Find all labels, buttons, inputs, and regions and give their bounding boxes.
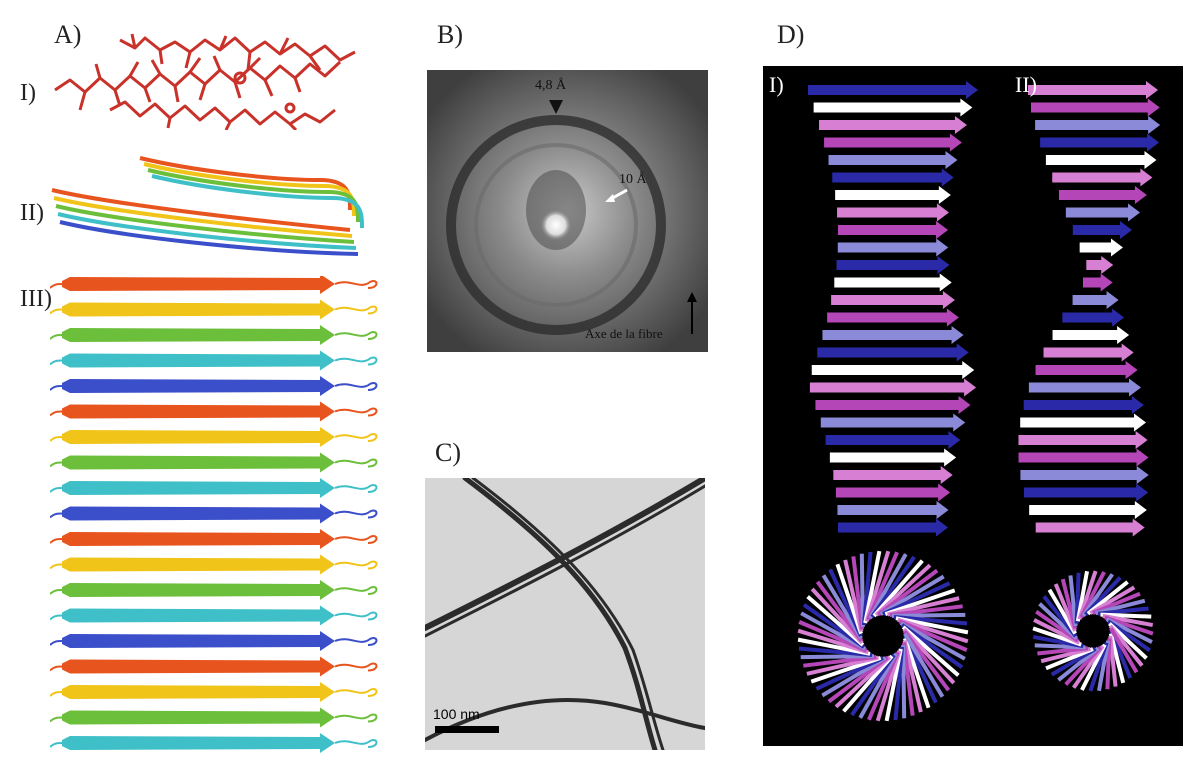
helix-i-end-view <box>797 550 969 722</box>
helix-i-strand <box>834 273 952 292</box>
helix-ii-strand <box>1058 186 1147 204</box>
diffraction-pattern <box>427 70 708 352</box>
helix-ii-strand <box>1031 98 1160 117</box>
helix-ii-strand <box>1052 326 1130 344</box>
beta-strand <box>50 682 378 702</box>
helix-i-strand <box>833 466 953 484</box>
beta-strand <box>50 733 378 753</box>
helix-i-strand <box>835 483 951 502</box>
helix-i-strand <box>836 256 950 274</box>
helix-i-strand <box>817 343 969 362</box>
helix-ii-strand <box>1079 238 1123 257</box>
helix-ii-strand <box>1018 431 1148 449</box>
helix-i-strand <box>837 238 949 257</box>
sub-ii-label: II) <box>1015 72 1037 97</box>
helix-i-strand <box>837 501 949 519</box>
fibril-micrograph <box>425 478 705 750</box>
beta-strand <box>50 656 378 677</box>
panel-d-helical-models: I) II) <box>763 66 1183 746</box>
helix-ii-strand <box>1028 81 1158 99</box>
helix-i-strand <box>813 98 973 117</box>
beta-strand <box>50 376 378 396</box>
beta-strand <box>50 529 378 549</box>
helix-ii-strand <box>1043 343 1134 362</box>
helix-ii-strand <box>1023 483 1149 502</box>
fiber-axis-label: Axe de la fibre <box>585 326 663 341</box>
helix-ii-strand <box>1040 133 1160 152</box>
panel-c-label: C) <box>435 438 461 467</box>
row-iii-label: III) <box>20 286 52 312</box>
helix-i-strand <box>835 186 951 204</box>
helix-ii-strand <box>1018 448 1149 467</box>
helix-ii-strand <box>1072 221 1132 239</box>
helix-ii-strand <box>1029 501 1147 519</box>
helix-ii-strand <box>1086 256 1114 274</box>
helix-i-strand <box>809 378 977 397</box>
helix-i-strand <box>819 116 967 134</box>
spacing-10-label: 10 Å <box>619 172 647 187</box>
beta-strand <box>50 276 378 294</box>
helix-ii-strand <box>1020 413 1147 432</box>
helix-i-strand <box>820 413 966 432</box>
beta-strand <box>50 478 378 498</box>
helix-ii-strand <box>1020 466 1149 484</box>
helix-i-strand <box>825 431 961 449</box>
helix-ii-strand <box>1035 361 1138 379</box>
helix-i-strand <box>811 361 975 379</box>
beta-strand <box>50 299 378 320</box>
helix-i-strand <box>829 448 957 467</box>
helix-ii-strand <box>1065 203 1141 222</box>
row-ii-label: II) <box>20 200 44 226</box>
peptide-stick-model <box>54 33 356 130</box>
helix-i-strand <box>827 308 959 327</box>
helix-i-strand <box>815 396 971 414</box>
beta-strand <box>50 503 378 524</box>
helix-i-strand <box>837 221 949 239</box>
helix-i-strand <box>828 151 958 169</box>
beta-strand <box>50 631 378 651</box>
arrowhead-marker <box>549 100 563 114</box>
scale-bar-label: 100 nm <box>433 706 480 722</box>
beta-strand <box>50 325 378 345</box>
helix-ii-strand <box>1035 116 1161 134</box>
helix-i-strand <box>808 81 978 99</box>
panel-c-micrograph: 100 nm <box>425 478 705 750</box>
helix-i-strand <box>838 518 948 537</box>
row-i-label: I) <box>20 80 36 106</box>
helix-i-strand <box>832 168 954 187</box>
helix-ii-strand <box>1072 291 1119 309</box>
panel-d-label: D) <box>777 20 805 49</box>
helix-ii-end-view <box>1032 570 1154 692</box>
helical-ribbons <box>797 81 1161 722</box>
helix-i-strand <box>824 133 962 152</box>
helix-ii-strand <box>1023 396 1144 414</box>
beta-strand <box>50 452 378 473</box>
spacing-4-8-label: 4,8 Å <box>535 78 567 93</box>
panel-b-diffraction: 4,8 Å 10 Å Axe de la fibre <box>427 70 708 352</box>
helix-i-strand <box>837 203 949 222</box>
beta-strand <box>50 605 378 626</box>
helix-i-strand <box>831 291 955 309</box>
panel-a: A) I) II) III) <box>20 0 400 776</box>
panel-a-label: A) <box>54 20 82 49</box>
helix-ii-strand <box>1062 308 1125 327</box>
helix-ii-strand <box>1028 378 1141 397</box>
strand-stack <box>50 276 378 753</box>
helix-ii-strand <box>1045 151 1157 169</box>
beta-strand <box>50 707 378 728</box>
sub-i-label: I) <box>769 72 784 97</box>
beta-strand <box>50 350 378 371</box>
helix-ii-strand <box>1035 518 1145 537</box>
beta-strand <box>50 427 378 447</box>
hairpin-ribbons <box>51 156 364 256</box>
scale-bar <box>435 726 499 733</box>
helix-i-strand <box>822 326 964 344</box>
beta-strand <box>50 580 378 600</box>
panel-b-label: B) <box>437 20 463 49</box>
helix-ii-strand <box>1052 168 1153 187</box>
beta-strand <box>50 401 378 422</box>
beta-strand <box>50 554 378 575</box>
helix-ii-strand <box>1082 273 1113 292</box>
